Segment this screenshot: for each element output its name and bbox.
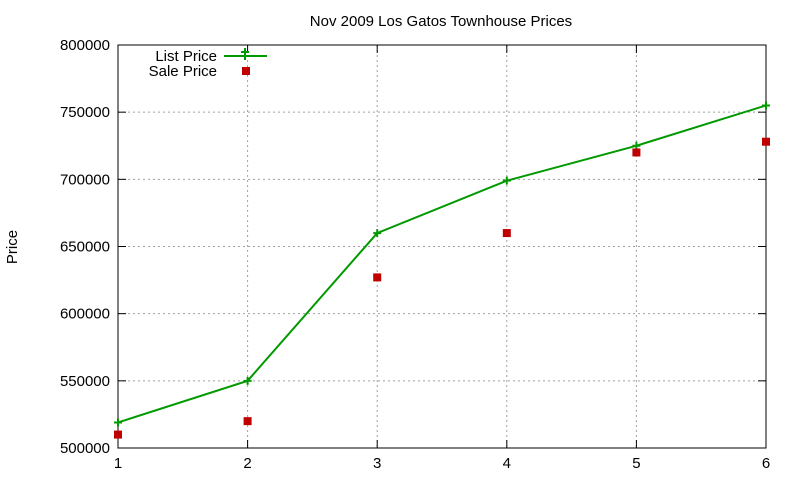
list-price-point	[632, 141, 641, 150]
axis-ticks: 500000 550000 600000 650000 700000 750000 8000…	[60, 37, 770, 472]
legend-label-sale-price: Sale Price	[149, 63, 217, 80]
series	[114, 101, 770, 439]
legend-marker-list-price	[241, 48, 249, 60]
y-tick-label: 500000	[60, 440, 110, 457]
sale-price-point	[243, 417, 252, 426]
x-tick-label: 1	[114, 455, 122, 472]
x-tick-label: 5	[632, 455, 640, 472]
list-price-line	[117, 104, 767, 424]
grid	[118, 45, 766, 448]
chart-title: Nov 2009 Los Gatos Townhouse Prices	[310, 13, 572, 30]
y-tick-label: 700000	[60, 171, 110, 188]
list-price-point	[502, 176, 511, 185]
sale-price-point	[762, 137, 770, 146]
sale-price-point	[373, 273, 382, 282]
legend-marker-sale-price	[242, 67, 250, 75]
x-tick-label: 2	[243, 455, 251, 472]
legend-label-list-price: List Price	[155, 48, 217, 65]
x-tick-label: 4	[503, 455, 511, 472]
list-price-point	[114, 418, 122, 427]
x-tick-label: 6	[762, 455, 770, 472]
y-tick-label: 650000	[60, 239, 110, 256]
y-tick-label: 750000	[60, 104, 110, 121]
legend: List Price Sale Price	[149, 48, 267, 80]
list-price-point	[762, 101, 770, 110]
list-price-point	[373, 229, 382, 238]
y-tick-label: 800000	[60, 37, 110, 54]
sale-price-point	[502, 229, 511, 238]
y-tick-label: 550000	[60, 373, 110, 390]
y-tick-label: 600000	[60, 306, 110, 323]
x-tick-label: 3	[373, 455, 381, 472]
list-price-point	[243, 376, 252, 385]
y-axis-label: Price	[4, 230, 21, 264]
sale-price-point	[632, 148, 641, 157]
sale-price-point	[114, 430, 122, 439]
